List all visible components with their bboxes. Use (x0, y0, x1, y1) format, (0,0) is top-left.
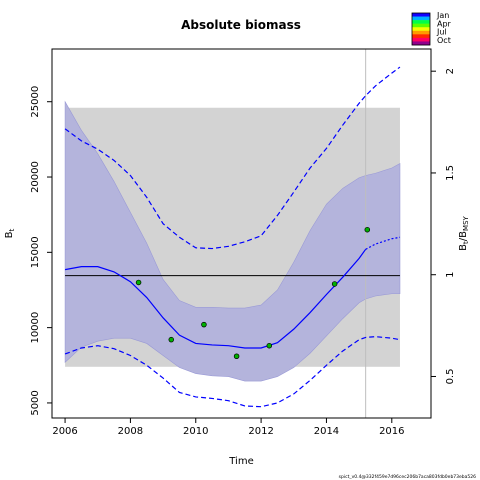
observation-point (233, 353, 240, 359)
y2-tick-label: 2 (445, 68, 456, 74)
legend-color-swatch (412, 13, 430, 17)
plot-content (64, 49, 401, 418)
legend-color-swatch (412, 37, 430, 42)
legend-label: Oct (437, 36, 451, 45)
confidence-band (64, 100, 401, 382)
observation-point (168, 336, 175, 343)
observation-point (266, 342, 273, 349)
y2-tick-label: 1.5 (445, 165, 456, 181)
observation-point (135, 279, 142, 286)
x-tick-label: 2010 (183, 426, 208, 437)
legend-label: Jul (436, 28, 447, 37)
legend-color-swatch (412, 27, 430, 32)
estimate-forecast-line (365, 236, 401, 250)
x-tick-label: 2008 (118, 426, 143, 437)
legend-color-swatch (412, 41, 430, 46)
legend-color-swatch (412, 34, 430, 39)
x-tick-label: 2014 (314, 426, 339, 437)
estimate-line (64, 248, 367, 349)
version-footer: spict_v0.4@332f459e7d96cec206b7aca803fdb… (339, 474, 476, 480)
prediction-lower-line (64, 336, 401, 408)
x-tick-label: 2006 (52, 426, 77, 437)
y2-tick-label: 0.5 (445, 369, 456, 385)
legend-color-swatch (412, 16, 430, 21)
y2-tick-label: 1 (445, 272, 456, 278)
observation-point (201, 321, 207, 328)
y-tick-label: 20000 (30, 161, 41, 193)
plot-area (64, 49, 401, 418)
x-axis-label: Time (228, 456, 253, 467)
x-tick-label: 2016 (379, 426, 404, 437)
prediction-upper-line (64, 66, 401, 250)
legend-label: Apr (437, 19, 452, 28)
legend-color-swatch (412, 23, 430, 28)
y-axis-label: Bt (4, 228, 16, 238)
chart-title: Absolute biomass (181, 18, 301, 32)
y2-axis-label: Bt/BMSY (458, 215, 470, 250)
legend-color-swatch (412, 30, 430, 35)
observation-point (364, 226, 371, 233)
x-tick-label: 2012 (248, 426, 273, 437)
y-tick-label: 5000 (30, 390, 41, 415)
legend-label: Jan (436, 11, 449, 20)
y-tick-label: 15000 (30, 236, 41, 268)
legend-color-swatch (412, 20, 430, 24)
y-tick-label: 25000 (30, 86, 41, 118)
observation-point (331, 281, 338, 287)
legend-frame (411, 12, 431, 46)
plot-frame (51, 48, 432, 419)
axes: 2006 2008 2010 2012 2014 20165000100001500020… (4, 48, 470, 467)
y-tick-label: 10000 (30, 312, 41, 344)
